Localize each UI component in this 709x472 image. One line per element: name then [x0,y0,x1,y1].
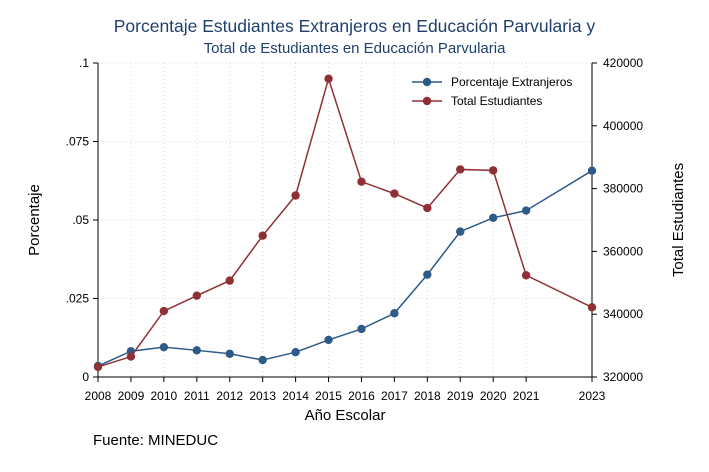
x-tick-label: 2008 [85,389,112,403]
legend-swatch-marker [422,77,432,87]
data-point-series-2 [521,271,531,280]
x-tick-label: 2009 [118,389,145,403]
legend-swatch-marker [422,96,432,106]
data-point-series-1 [324,335,333,345]
x-tick-label: 2014 [282,389,309,403]
x-tick-label: 2010 [151,389,178,403]
left-y-tick-label: 0 [82,370,89,384]
data-point-series-1 [489,213,498,223]
right-y-axis-label: Total Estudiantes [670,163,687,277]
left-y-tick-label: .075 [66,135,90,149]
right-y-tick-label: 320000 [603,370,643,384]
x-tick-label: 2017 [381,389,408,403]
right-y-tick-label: 380000 [603,182,643,196]
data-point-series-2 [159,306,169,316]
left-y-axis-label: Porcentaje [26,184,43,256]
chart-subtitle: Total de Estudiantes en Educación Parvul… [203,40,506,57]
x-tick-label: 2023 [579,389,606,403]
data-point-series-1 [258,355,267,365]
x-tick-label: 2016 [348,389,375,403]
data-point-series-2 [225,276,234,285]
data-point-series-2 [489,166,498,175]
x-axis-label: Año Escolar [305,407,386,424]
data-point-series-2 [587,303,597,312]
data-point-series-1 [423,270,432,279]
series-line-2 [97,76,593,368]
data-point-series-2 [390,189,399,198]
x-tick-label: 2015 [315,389,342,403]
data-point-series-2 [291,191,300,200]
data-point-series-1 [456,227,465,236]
left-y-tick-label: .025 [66,292,90,306]
data-point-series-2 [126,352,136,361]
source-note: Fuente: MINEDUC [93,432,219,449]
series-line-1 [97,170,593,367]
data-point-series-1 [291,347,300,357]
x-tick-label: 2021 [513,389,540,403]
chart-title: Porcentaje Estudiantes Extranjeros en Ed… [113,16,596,36]
data-point-series-1 [390,309,399,318]
left-y-tick-label: .05 [72,213,89,227]
x-tick-label: 2012 [216,389,243,403]
data-point-series-1 [521,206,531,215]
right-y-tick-label: 340000 [603,307,643,321]
x-tick-label: 2013 [249,389,276,403]
data-point-series-1 [159,342,169,352]
x-tick-label: 2019 [447,389,474,403]
right-y-tick-label: 420000 [603,56,643,70]
data-point-series-2 [423,203,432,213]
legend-label: Porcentaje Extranjeros [451,75,572,89]
data-point-series-2 [192,291,201,300]
legend-label: Total Estudiantes [451,94,542,108]
x-tick-label: 2011 [184,389,210,403]
data-point-series-1 [225,349,234,358]
data-point-series-1 [357,324,366,334]
data-point-series-1 [587,166,597,175]
left-y-tick-label: .1 [79,56,89,70]
right-y-tick-label: 360000 [603,244,643,258]
data-point-series-2 [258,231,267,240]
data-point-series-2 [93,362,103,372]
right-y-tick-label: 400000 [603,119,643,133]
data-point-series-2 [456,165,465,174]
data-point-series-1 [192,346,201,355]
data-point-series-2 [357,177,366,186]
x-tick-label: 2018 [414,389,441,403]
x-tick-label: 2020 [480,389,507,403]
data-point-series-2 [324,74,333,83]
